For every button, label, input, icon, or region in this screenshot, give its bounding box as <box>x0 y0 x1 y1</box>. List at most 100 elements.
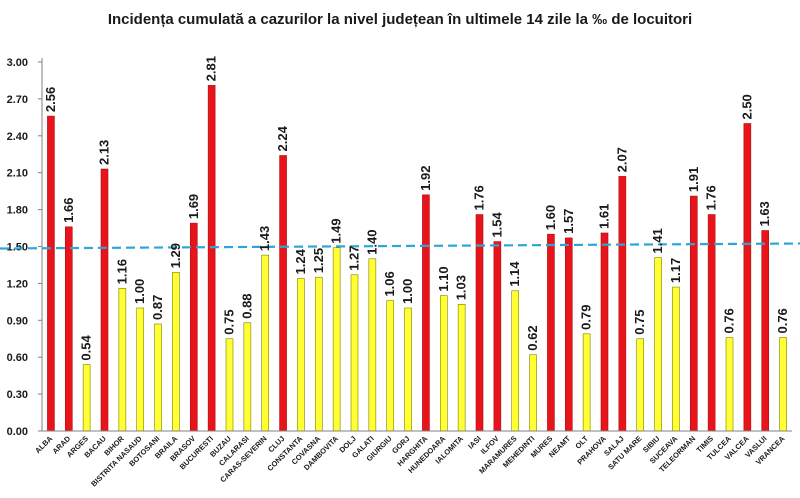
data-label: 1.43 <box>257 226 272 251</box>
y-tick-label: 0.00 <box>7 426 28 438</box>
bar-maramures <box>511 290 520 432</box>
bar-ialomita <box>457 304 466 432</box>
bar-dambovita <box>332 247 341 432</box>
data-label: 1.14 <box>507 261 522 287</box>
bar-neamt <box>564 237 573 432</box>
y-tick-label: 0.30 <box>7 389 28 401</box>
data-label: 1.76 <box>704 185 719 210</box>
bar-suceava <box>672 286 680 432</box>
data-label: 2.24 <box>275 125 290 151</box>
bar-timis <box>707 214 716 432</box>
y-tick-label: 2.10 <box>7 168 28 180</box>
bar-prahova <box>600 232 609 432</box>
bar-hunedoara <box>439 295 448 432</box>
bar-cluj <box>279 155 287 432</box>
y-tick-label: 0.90 <box>7 315 28 327</box>
data-label: 0.75 <box>222 309 237 334</box>
data-label: 1.00 <box>132 279 147 304</box>
bar-buzau <box>225 338 234 432</box>
bar-ilfov <box>493 241 502 432</box>
data-label: 1.91 <box>686 167 701 192</box>
data-label: 1.66 <box>61 198 76 223</box>
bar-bihor <box>118 288 127 432</box>
bar-olt <box>582 333 591 432</box>
data-label: 0.62 <box>525 325 540 350</box>
bar-arges <box>82 364 91 432</box>
data-label: 0.76 <box>722 308 737 333</box>
bar-covasna <box>314 276 323 432</box>
data-label: 2.50 <box>739 94 754 119</box>
data-label: 1.40 <box>364 229 379 254</box>
bar-brasov <box>189 222 198 432</box>
bar-gorj <box>404 307 412 432</box>
y-tick-label: 3.00 <box>7 57 28 69</box>
bar-constanta <box>297 278 305 432</box>
bar-valcea <box>743 123 752 432</box>
bar-bucuresti <box>207 85 216 432</box>
data-label: 0.76 <box>775 308 790 333</box>
bar-bistrita-nasaud <box>136 307 145 432</box>
bar-mures <box>547 233 555 432</box>
bar-satu-mare <box>636 338 645 432</box>
bar-alba <box>47 115 55 432</box>
data-label: 1.29 <box>168 243 183 268</box>
bar-teleorman <box>689 195 698 432</box>
data-label: 1.54 <box>489 212 504 238</box>
data-label: 2.81 <box>204 56 219 81</box>
data-label: 2.13 <box>97 140 112 165</box>
data-label: 1.03 <box>454 275 469 300</box>
bar-mehedinti <box>529 354 537 432</box>
chart-title: Incidența cumulată a cazurilor la nivel … <box>108 11 692 28</box>
data-labels: 2.561.660.542.131.161.000.871.291.692.81… <box>43 56 790 361</box>
data-label: 1.49 <box>329 218 344 243</box>
data-label: 0.79 <box>579 305 594 330</box>
bar-salaj <box>618 176 627 432</box>
bar-bacau <box>100 168 109 432</box>
bar-arad <box>64 226 73 432</box>
data-label: 1.61 <box>597 204 612 229</box>
data-label: 1.06 <box>382 271 397 296</box>
data-label: 1.16 <box>114 259 129 284</box>
bar-harghita <box>422 194 430 432</box>
data-label: 0.87 <box>150 295 165 320</box>
bar-giurgiu <box>386 300 395 432</box>
y-tick-label: 2.40 <box>7 131 28 143</box>
y-tick-label: 1.80 <box>7 205 28 217</box>
data-label: 1.10 <box>436 266 451 291</box>
data-label: 2.56 <box>43 87 58 112</box>
data-label: 1.00 <box>400 279 415 304</box>
threshold-line <box>0 242 800 250</box>
data-label: 0.88 <box>239 293 254 318</box>
bar-botosani <box>154 323 162 432</box>
y-axis: 0.000.300.600.901.201.501.802.102.402.70… <box>7 57 43 438</box>
data-label: 0.54 <box>79 335 94 361</box>
bar-sibiu <box>654 257 662 432</box>
data-label: 1.17 <box>668 258 683 283</box>
bar-calarasi <box>243 322 252 432</box>
bar-tulcea <box>725 337 734 432</box>
data-label: 1.24 <box>293 248 308 274</box>
x-tick-label: ALBA <box>33 434 55 456</box>
y-tick-label: 1.20 <box>7 278 28 290</box>
data-label: 1.27 <box>347 245 362 270</box>
bar-iasi <box>475 214 484 432</box>
threshold-line-group <box>0 242 800 250</box>
bars <box>47 85 787 432</box>
data-label: 1.57 <box>561 209 576 234</box>
data-label: 1.63 <box>757 201 772 226</box>
data-label: 1.92 <box>418 166 433 191</box>
y-tick-label: 0.60 <box>7 352 28 364</box>
bar-caras-severin <box>261 254 270 432</box>
bar-galati <box>368 258 377 432</box>
data-label: 1.60 <box>543 205 558 230</box>
bar-dolj <box>350 274 359 432</box>
data-label: 1.76 <box>472 185 487 210</box>
data-label: 1.41 <box>650 228 665 253</box>
data-label: 1.25 <box>311 248 326 273</box>
data-label: 2.07 <box>614 147 629 172</box>
bar-vrancea <box>779 337 787 432</box>
data-label: 0.75 <box>632 309 647 334</box>
